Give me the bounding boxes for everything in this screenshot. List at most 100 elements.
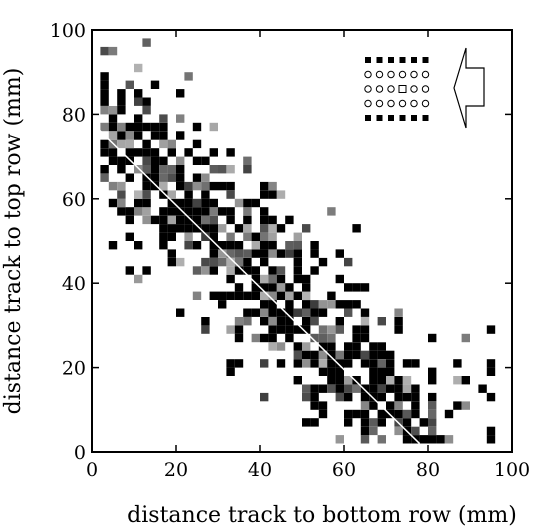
heatmap-cell xyxy=(268,215,277,225)
heatmap-cell xyxy=(134,148,143,157)
heatmap-cell xyxy=(310,317,319,326)
heatmap-cell xyxy=(260,291,269,300)
heatmap-cell xyxy=(486,359,496,368)
heatmap-cell xyxy=(159,181,168,191)
heatmap-cell xyxy=(293,325,302,334)
heatmap-cell xyxy=(318,359,328,368)
heatmap-cell xyxy=(428,376,437,385)
heatmap-cell xyxy=(386,376,395,385)
inset-open-circle xyxy=(421,85,430,93)
inset-filled-dot xyxy=(365,57,371,63)
heatmap-cell xyxy=(285,241,294,250)
heatmap-cell xyxy=(192,215,202,225)
heatmap-cell xyxy=(360,350,370,360)
inset-open-circle xyxy=(421,99,430,108)
inset-open-circle xyxy=(387,70,395,79)
heatmap-cell xyxy=(453,401,462,410)
heatmap-cell xyxy=(285,333,294,343)
heatmap-cell xyxy=(142,165,151,174)
heatmap-cell xyxy=(167,148,176,157)
heatmap-cell xyxy=(150,165,160,174)
heatmap-cell xyxy=(142,139,151,149)
heatmap-cell xyxy=(176,173,185,182)
heatmap-cell xyxy=(108,46,118,56)
heatmap-cell xyxy=(192,241,202,250)
heatmap-cell xyxy=(453,359,462,368)
heatmap-cell xyxy=(243,156,252,165)
heatmap-cell xyxy=(150,80,160,89)
heatmap-cell xyxy=(369,426,378,436)
inset-filled-dot xyxy=(399,57,406,63)
inset-open-circle xyxy=(398,99,407,108)
heatmap-cell xyxy=(218,291,227,300)
heatmap-cell xyxy=(486,367,496,376)
heatmap-cell xyxy=(125,148,134,157)
heatmap-cell xyxy=(444,409,454,419)
heatmap-cell xyxy=(234,224,244,233)
heatmap-cell xyxy=(159,156,168,165)
heatmap-cell xyxy=(428,401,437,410)
heatmap-cell xyxy=(377,376,386,385)
heatmap-cell xyxy=(436,435,445,444)
heatmap-cell xyxy=(344,350,353,360)
inset-filled-dot xyxy=(422,115,429,121)
heatmap-cell xyxy=(117,97,126,106)
heatmap-cell xyxy=(176,215,185,225)
y-tick-label: 20 xyxy=(62,358,86,380)
heatmap-cell xyxy=(243,291,252,300)
heatmap-cell xyxy=(260,283,269,292)
heatmap-cell xyxy=(142,198,151,208)
heatmap-cell xyxy=(260,392,269,402)
heatmap-cell xyxy=(268,325,277,334)
heatmap-cell xyxy=(402,409,412,419)
heatmap-cell xyxy=(318,401,328,410)
heatmap-cell xyxy=(310,300,319,309)
inset-detector-diagram xyxy=(364,47,485,129)
x-axis-label: distance track to bottom row (mm) xyxy=(127,503,517,528)
heatmap-cell xyxy=(293,274,302,284)
heatmap-cell xyxy=(234,241,244,250)
heatmap-cell xyxy=(310,241,319,250)
heatmap-cell xyxy=(117,139,126,149)
heatmap-cell xyxy=(100,139,109,149)
heatmap-cell xyxy=(134,131,143,140)
heatmap-cell xyxy=(302,224,311,233)
heatmap-cell xyxy=(142,97,151,106)
heatmap-cell xyxy=(444,435,454,444)
heatmap-cell xyxy=(142,148,151,157)
heatmap-cell xyxy=(302,392,311,402)
inset-filled-dot xyxy=(399,115,406,121)
inset-open-circle xyxy=(387,85,395,93)
y-tick-label: 0 xyxy=(74,442,86,464)
heatmap-cell xyxy=(352,325,361,334)
heatmap-cell xyxy=(192,181,202,191)
heatmap-cell xyxy=(260,300,269,309)
heatmap-cell xyxy=(201,207,210,216)
heatmap-cell xyxy=(268,283,277,292)
heatmap-cell xyxy=(125,207,134,216)
heatmap-cell xyxy=(260,215,269,225)
heatmap-cells xyxy=(100,38,496,444)
x-tick-label: 80 xyxy=(416,459,440,481)
heatmap-cell xyxy=(117,156,126,165)
heatmap-cell xyxy=(411,384,420,393)
heatmap-cell xyxy=(419,435,428,444)
heatmap-cell xyxy=(100,72,109,81)
heatmap-cell xyxy=(159,173,168,182)
heatmap-cell xyxy=(159,207,168,216)
heatmap-cell xyxy=(302,325,311,334)
heatmap-cell xyxy=(352,300,361,309)
heatmap-cell xyxy=(394,325,403,334)
heatmap-cell xyxy=(377,317,386,326)
heatmap-cell xyxy=(377,409,386,419)
heatmap-cell xyxy=(167,139,176,149)
heatmap-cell xyxy=(100,165,109,174)
heatmap-cell xyxy=(167,249,176,258)
heatmap-cell xyxy=(260,241,269,250)
heatmap-cell xyxy=(268,232,277,241)
heatmap-cell xyxy=(285,249,294,258)
heatmap-cell xyxy=(318,308,328,317)
heatmap-cell xyxy=(310,249,319,258)
heatmap-cell xyxy=(176,156,185,165)
heatmap-cell xyxy=(276,317,286,326)
